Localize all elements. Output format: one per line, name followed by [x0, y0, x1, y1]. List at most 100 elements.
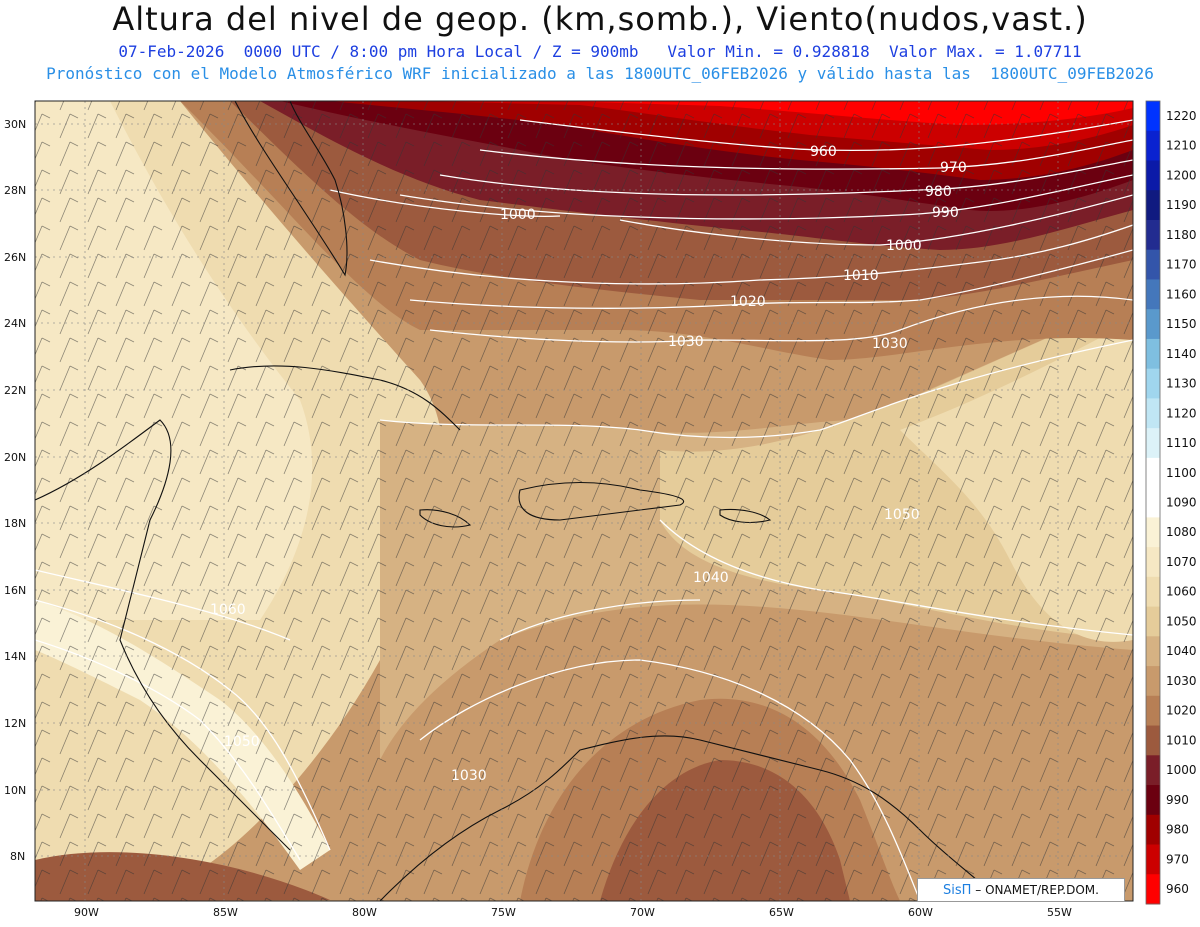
- lon-label: 80W: [352, 906, 377, 919]
- longitude-labels: 90W 85W 80W 75W 70W 65W 60W 55W: [74, 906, 1072, 919]
- colorbar-swatch: [1146, 636, 1160, 667]
- contour-label: 1000: [500, 207, 536, 223]
- colorbar-label: 1020: [1166, 704, 1197, 718]
- map-title: Altura del nivel de geop. (km,somb.), Vi…: [112, 0, 1088, 38]
- colorbar-label: 1170: [1166, 258, 1197, 272]
- colorbar-swatch: [1146, 279, 1160, 310]
- colorbar-swatch: [1146, 190, 1160, 221]
- contour-label: 990: [932, 205, 959, 221]
- lat-label: 22N: [4, 384, 26, 397]
- contour-label: 1050: [884, 507, 920, 523]
- colorbar-frame: [1145, 100, 1161, 905]
- colorbar-label: 1100: [1166, 466, 1197, 480]
- contour-label: 1030: [451, 768, 487, 784]
- colorbar-swatch: [1146, 547, 1160, 578]
- contour-label: 1050: [224, 734, 260, 750]
- lon-label: 60W: [908, 906, 933, 919]
- colorbar-label: 1060: [1166, 585, 1197, 599]
- contour-label: 1030: [668, 334, 704, 350]
- lat-label: 20N: [4, 451, 26, 464]
- colorbar-swatch: [1146, 725, 1160, 756]
- lat-label: 8N: [10, 850, 25, 863]
- contour-label: 1040: [693, 570, 729, 586]
- colorbar-label: 1090: [1166, 496, 1197, 510]
- colorbar-label: 1010: [1166, 733, 1197, 747]
- contour-label: 1010: [843, 268, 879, 284]
- colorbar-swatch: [1146, 130, 1160, 161]
- lat-label: 16N: [4, 584, 26, 597]
- map-subtitle-model: Pronóstico con el Modelo Atmosférico WRF…: [46, 64, 1154, 83]
- colorbar-label: 1160: [1166, 287, 1197, 301]
- contour-label: 970: [940, 160, 967, 176]
- contour-label: 1060: [210, 602, 246, 618]
- colorbar-label: 1210: [1166, 139, 1197, 153]
- lon-label: 65W: [769, 906, 794, 919]
- colorbar-label: 960: [1166, 882, 1189, 896]
- colorbar: 1220 1210 1200 1190 1180 1170 1160 1150 1140 1130…: [1145, 100, 1197, 905]
- contour-label: 1030: [872, 336, 908, 352]
- lat-label: 10N: [4, 784, 26, 797]
- lon-label: 70W: [630, 906, 655, 919]
- colorbar-swatch: [1146, 755, 1160, 786]
- lon-label: 90W: [74, 906, 99, 919]
- colorbar-label: 980: [1166, 823, 1189, 837]
- colorbar-label: 1030: [1166, 674, 1197, 688]
- colorbar-swatch: [1146, 219, 1160, 251]
- contour-lines: [35, 119, 1133, 901]
- colorbar-swatch: [1146, 517, 1160, 548]
- graticule: [35, 101, 1133, 901]
- colorbar-label: 1120: [1166, 406, 1197, 420]
- map-frame: [34, 100, 1134, 902]
- lon-label: 55W: [1047, 906, 1072, 919]
- colorbar-swatch: [1146, 101, 1160, 132]
- lon-label: 75W: [491, 906, 516, 919]
- contour-label-group: 960 970 980 990 1000 1000 1010 1020 1030…: [210, 144, 967, 784]
- colorbar-swatch: [1146, 606, 1160, 637]
- lon-label: 85W: [213, 906, 238, 919]
- lat-label: 12N: [4, 717, 26, 730]
- colorbar-label: 1150: [1166, 317, 1197, 331]
- colorbar-swatch: [1146, 338, 1160, 370]
- wind-barbs-layer: [35, 101, 1133, 901]
- lat-label: 24N: [4, 317, 26, 330]
- lat-label: 30N: [4, 118, 26, 131]
- colorbar-label: 970: [1166, 852, 1189, 866]
- latitude-labels: 30N 28N 26N 24N 22N 20N 18N 16N 14N 12N …: [4, 118, 26, 863]
- credit-box: SisΠ – ONAMET/REP.DOM.: [917, 878, 1125, 902]
- colorbar-label: 1000: [1166, 763, 1197, 777]
- colorbar-label: 1190: [1166, 198, 1197, 212]
- colorbar-swatch: [1146, 576, 1160, 608]
- lat-label: 18N: [4, 517, 26, 530]
- lat-label: 26N: [4, 251, 26, 264]
- colorbar-swatch: [1146, 249, 1160, 280]
- geopotential-field: [35, 101, 1133, 901]
- colorbar-label: 1220: [1166, 109, 1197, 123]
- colorbar-label: 1040: [1166, 644, 1197, 658]
- colorbar-label: 1180: [1166, 228, 1197, 242]
- colorbar-label: 1110: [1166, 436, 1197, 450]
- colorbar-swatch: [1146, 487, 1160, 518]
- colorbar-label: 1130: [1166, 377, 1197, 391]
- colorbar-swatch: [1146, 428, 1160, 459]
- colorbar-swatch: [1146, 160, 1160, 191]
- colorbar-swatch: [1146, 695, 1160, 727]
- contour-label: 960: [810, 144, 837, 160]
- colorbar-swatch: [1146, 368, 1160, 399]
- colorbar-label: 1050: [1166, 614, 1197, 628]
- map-subtitle-time: 07-Feb-2026 0000 UTC / 8:00 pm Hora Loca…: [118, 42, 1082, 61]
- coastlines: [35, 101, 1001, 901]
- colorbar-label: 1140: [1166, 347, 1197, 361]
- colorbar-swatch: [1146, 398, 1160, 429]
- colorbar-swatch: [1146, 457, 1160, 489]
- colorbar-label: 990: [1166, 793, 1189, 807]
- colorbar-swatch: [1146, 666, 1160, 697]
- contour-label: 1020: [730, 294, 766, 310]
- credit-text: – ONAMET/REP.DOM.: [975, 883, 1099, 897]
- colorbar-swatch: [1146, 874, 1160, 905]
- colorbar-swatch: [1146, 814, 1160, 846]
- colorbar-label: 1080: [1166, 525, 1197, 539]
- contour-label: 1000: [886, 238, 922, 254]
- lat-label: 14N: [4, 650, 26, 663]
- colorbar-swatch: [1146, 785, 1160, 816]
